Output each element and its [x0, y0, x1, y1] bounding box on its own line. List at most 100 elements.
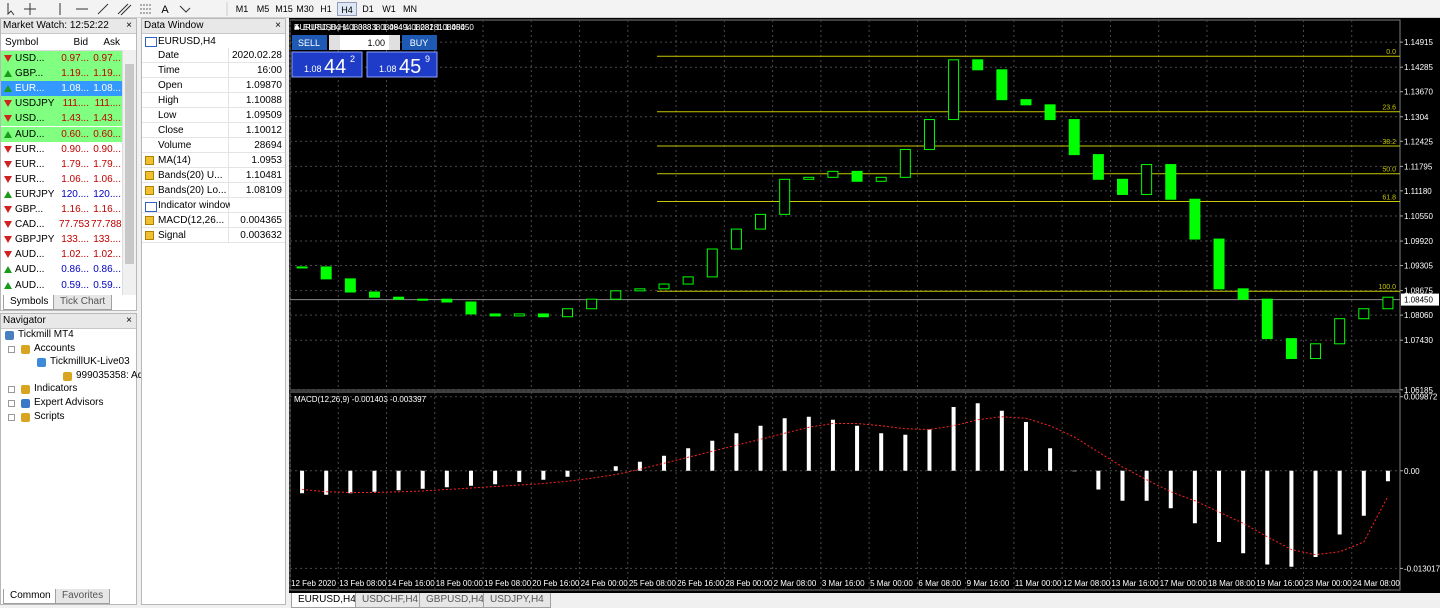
ask-price: 0.59...: [93, 279, 121, 291]
symbol-row[interactable]: AUD... 0.60... 0.60...: [1, 126, 123, 142]
indicator-icon: [145, 171, 154, 180]
symbol-row[interactable]: GBP... 1.19... 1.19...: [1, 66, 123, 82]
symbol-row[interactable]: EUR... 1.08... 1.08...: [1, 81, 123, 97]
x-tick-label: 18 Mar 08:00: [1208, 579, 1256, 588]
symbol-name: USD...: [15, 113, 45, 125]
ask-price: 1.08...: [93, 83, 121, 95]
y-tick-label: 1.12425: [1404, 137, 1433, 146]
arrows-icon[interactable]: [179, 5, 191, 13]
symbol-row[interactable]: USD... 1.43... 1.43...: [1, 111, 123, 127]
macd-bar: [927, 429, 932, 471]
macd-bar: [300, 470, 305, 494]
chart-tab[interactable]: EURUSD,H4: [291, 593, 363, 608]
row-line: [142, 92, 285, 93]
chart-window: 1.14915 1.14285 1.13670 1.1304 1.12425 1.1179…: [289, 18, 1440, 593]
tree-item[interactable]: 999035358: Adam: [76, 369, 158, 381]
expand-box: [8, 400, 15, 407]
symbol-row[interactable]: EURJPY 120.... 120....: [1, 186, 123, 202]
data-value: 1.09509: [245, 110, 282, 121]
x-tick-label: 13 Mar 16:00: [1111, 579, 1159, 588]
fibo-icon[interactable]: [140, 4, 152, 14]
bid-price: 1.02...: [61, 249, 89, 261]
symbol-row[interactable]: AUD... 0.86... 0.86...: [1, 262, 123, 278]
signal-line: [302, 416, 1389, 556]
tree-icon: [21, 412, 30, 422]
y-tick-label: 1.1304: [1404, 113, 1429, 122]
x-tick-label: 17 Mar 00:00: [1160, 579, 1208, 588]
candle: [875, 176, 887, 182]
crosshair-icon[interactable]: [24, 3, 36, 15]
symbol-row[interactable]: EUR... 1.06... 1.06...: [1, 171, 123, 187]
candle: [1334, 318, 1346, 345]
timeframe-button[interactable]: D1: [362, 4, 374, 14]
panel-tab[interactable]: Tick Chart: [53, 295, 113, 310]
timeframe-button[interactable]: M5: [256, 4, 270, 14]
timeframe-button[interactable]: H4: [337, 2, 357, 16]
tree-item[interactable]: Accounts: [34, 342, 76, 354]
trend-icon: [4, 145, 12, 153]
candle: [923, 119, 935, 150]
channel-icon[interactable]: [117, 3, 132, 16]
candle: [1165, 164, 1177, 200]
symbol-row[interactable]: USDJPY 111.... 111....: [1, 96, 123, 112]
tree-item[interactable]: TickmillUK-Live03: [50, 356, 130, 368]
candle: [417, 298, 429, 301]
indicator-icon: [145, 186, 154, 195]
close-button[interactable]: ×: [126, 20, 132, 31]
text-tool[interactable]: A: [161, 4, 169, 16]
y-tick-label: 1.09920: [1404, 237, 1433, 246]
tree-item[interactable]: Expert Advisors: [34, 397, 104, 408]
tree-item[interactable]: Scripts: [34, 410, 65, 422]
timeframe-button[interactable]: M1: [235, 4, 249, 14]
cursor-icon[interactable]: [7, 3, 15, 16]
macd-bar: [1289, 470, 1294, 567]
macd-bar: [1168, 470, 1173, 509]
candle: [972, 59, 984, 71]
chart-tab[interactable]: USDJPY,H4: [483, 593, 551, 608]
close-button[interactable]: ×: [275, 20, 281, 31]
symbol-row[interactable]: EUR... 0.90... 0.90...: [1, 141, 123, 157]
symbol-row[interactable]: AUD... 1.02... 1.02...: [1, 247, 123, 263]
chart-tab[interactable]: USDCHF,H4: [355, 593, 426, 608]
timeframe-button[interactable]: W1: [382, 4, 396, 14]
symbol-row[interactable]: GBPJPY 133.... 133....: [1, 232, 123, 248]
timeframe-button[interactable]: MN: [403, 4, 417, 14]
panel-tab[interactable]: Symbols: [3, 295, 56, 310]
panel-tab[interactable]: Common: [3, 589, 58, 604]
trend-icon: [4, 115, 12, 123]
candle: [1189, 198, 1201, 240]
macd-bar: [637, 461, 642, 471]
panel-header: Market Watch: 12:52:22 ×: [1, 19, 136, 34]
data-value: 28694: [254, 140, 282, 151]
x-tick-label: 11 Mar 00:00: [1015, 579, 1062, 588]
macd-bar: [1313, 470, 1318, 557]
close-button[interactable]: ×: [126, 315, 132, 326]
tree-item[interactable]: Tickmill MT4: [18, 329, 74, 340]
x-tick-label: 14 Feb 16:00: [388, 579, 436, 588]
macd-bar: [710, 440, 715, 471]
ask-price: 1.16...: [93, 204, 121, 215]
candle: [851, 170, 863, 182]
x-tick-label: 26 Feb 16:00: [677, 579, 725, 588]
timeframe-button[interactable]: M15: [275, 4, 293, 14]
bid-price: 0.60...: [61, 128, 89, 140]
row-line: [142, 242, 285, 243]
x-tick-label: 23 Mar 00:00: [1304, 579, 1352, 588]
bid-big-figure: 1.08: [304, 64, 322, 74]
symbol-row[interactable]: EUR... 1.79... 1.79...: [1, 156, 123, 172]
ask-price: 0.90...: [93, 143, 121, 155]
macd-bar: [517, 470, 522, 482]
timeframe-button[interactable]: M30: [296, 4, 314, 14]
trendline-icon[interactable]: [97, 3, 109, 15]
tree-item[interactable]: Indicators: [34, 383, 78, 395]
symbol-row[interactable]: CAD... 77.753 77.788: [1, 217, 123, 233]
panel-tab[interactable]: Favorites: [55, 589, 111, 604]
candle: [489, 313, 501, 317]
symbol-row[interactable]: AUD... 0.59... 0.59...: [1, 277, 123, 293]
expand-box: [8, 345, 15, 353]
ask-price: 111....: [94, 98, 121, 110]
timeframe-button[interactable]: H1: [320, 4, 332, 14]
symbol-row[interactable]: USD... 0.97... 0.97...: [1, 51, 123, 66]
chart-tab[interactable]: GBPUSD,H4: [419, 593, 491, 608]
symbol-row[interactable]: GBP... 1.16... 1.16...: [1, 202, 123, 217]
